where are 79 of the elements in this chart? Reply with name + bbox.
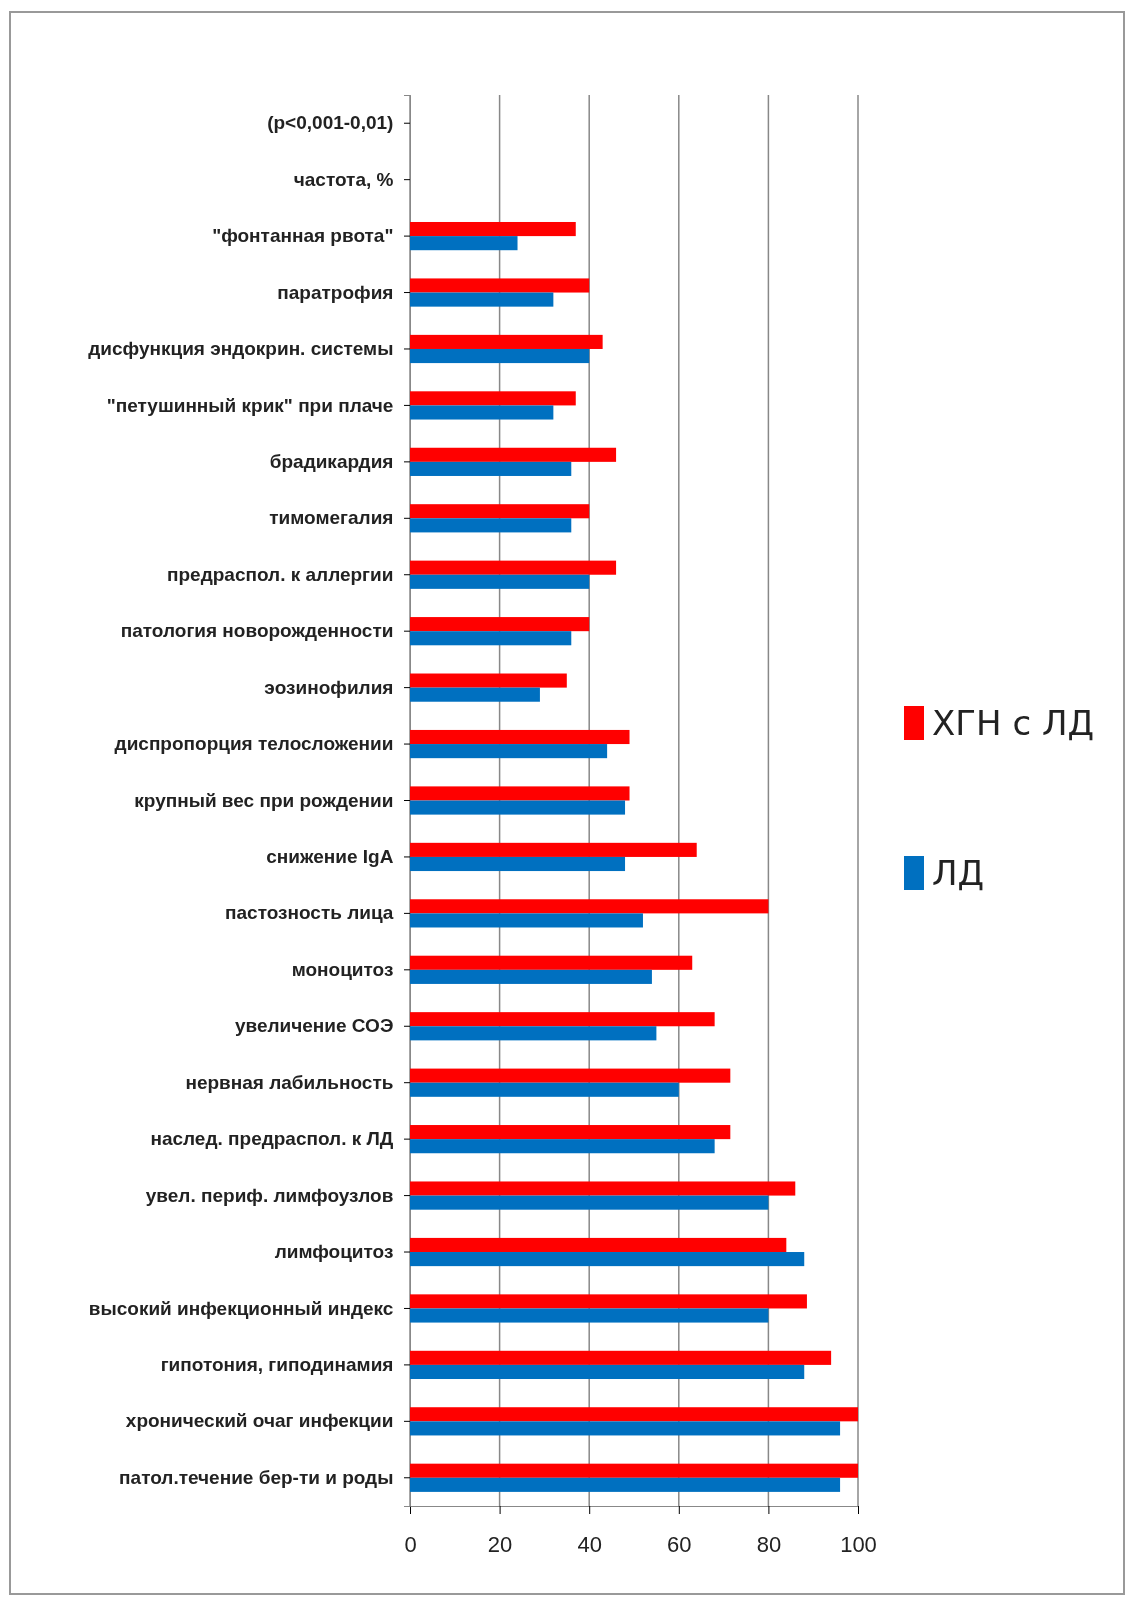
y-tick-label: моноцитоз	[291, 958, 394, 980]
bar	[410, 461, 572, 476]
y-tick-label: высокий инфекционный индекс	[88, 1297, 394, 1319]
legend-label: ХГН с ЛД	[932, 702, 1095, 743]
bar	[410, 800, 626, 815]
bar	[410, 1407, 858, 1422]
bar	[410, 560, 617, 575]
y-tick-label: хронический очаг инфекции	[125, 1410, 394, 1432]
y-tick-label: предраспол. к аллергии	[167, 563, 394, 585]
bar	[410, 955, 693, 970]
bar	[410, 1082, 679, 1097]
y-tick-label: крупный вес при рождении	[134, 789, 394, 811]
x-tick-label: 40	[577, 1532, 602, 1558]
bar	[410, 447, 617, 462]
y-tick-label: патол.течение бер-ти и роды	[119, 1466, 394, 1488]
bar	[410, 1068, 731, 1083]
bar	[410, 631, 572, 646]
y-tick-label: нервная лабильность	[185, 1071, 394, 1093]
y-tick-label: тимомегалия	[269, 507, 394, 529]
bar	[410, 574, 590, 589]
y-tick-label: паратрофия	[277, 281, 394, 303]
bar	[410, 1350, 832, 1365]
bar	[410, 744, 608, 759]
bar	[410, 899, 769, 914]
x-tick-label: 0	[404, 1532, 417, 1558]
bar	[410, 856, 626, 872]
bar	[410, 236, 518, 251]
x-tick-label: 60	[667, 1532, 692, 1558]
bar	[410, 1139, 715, 1154]
bar	[410, 687, 540, 702]
bar	[410, 786, 630, 801]
bar	[410, 1026, 657, 1041]
bar	[410, 1237, 787, 1253]
y-tick-label: лимфоцитоз	[274, 1241, 394, 1263]
y-tick-label: увеличение СОЭ	[234, 1015, 394, 1037]
y-tick-label: увел. периф. лимфоузлов	[145, 1184, 394, 1206]
y-tick-label: брадикардия	[269, 450, 394, 472]
bar	[410, 1125, 731, 1140]
bar	[410, 518, 572, 533]
bar	[410, 617, 590, 632]
y-tick-label: частота, %	[293, 168, 394, 190]
bar	[410, 913, 643, 928]
x-tick-label: 20	[487, 1532, 513, 1558]
y-tick-label: патология новорожденности	[120, 620, 394, 642]
y-tick-label: эозинофилия	[264, 676, 394, 698]
bar	[410, 1308, 769, 1323]
bar	[410, 221, 576, 237]
y-tick-label: пастозность лица	[225, 902, 394, 924]
bar	[410, 1181, 796, 1196]
bar	[410, 504, 590, 519]
bar	[410, 1252, 805, 1267]
bar	[410, 729, 630, 745]
bar	[410, 334, 603, 349]
y-tick-label: дисфункция эндокрин. системы	[88, 338, 394, 360]
bar	[410, 673, 567, 688]
bar	[410, 969, 652, 984]
y-tick-label: "фонтанная рвота"	[212, 225, 394, 247]
bar	[410, 1463, 858, 1478]
bar	[410, 348, 590, 364]
bar	[410, 842, 697, 857]
x-tick-label: 80	[756, 1532, 782, 1558]
bar	[410, 1364, 805, 1380]
y-tick-label: (p<0,001-0,01)	[267, 112, 394, 134]
y-tick-label: гипотония, гиподинамия	[160, 1353, 394, 1375]
bar	[410, 1421, 841, 1436]
x-tick-label: 100	[840, 1532, 877, 1558]
bar	[410, 292, 554, 307]
legend-label: ЛД	[932, 852, 985, 893]
bar	[410, 1477, 841, 1492]
y-tick-label: диспропорция телосложении	[114, 733, 394, 755]
bar	[410, 391, 576, 406]
bar	[410, 1294, 807, 1309]
bar	[410, 1195, 769, 1210]
bar	[410, 278, 590, 293]
y-tick-label: "петушинный крик" при плаче	[106, 394, 394, 416]
bar	[410, 405, 554, 420]
bar	[410, 1012, 715, 1027]
y-tick-label: наслед. предраспол. к ЛД	[150, 1128, 394, 1150]
y-tick-label: снижение IgA	[266, 846, 394, 868]
